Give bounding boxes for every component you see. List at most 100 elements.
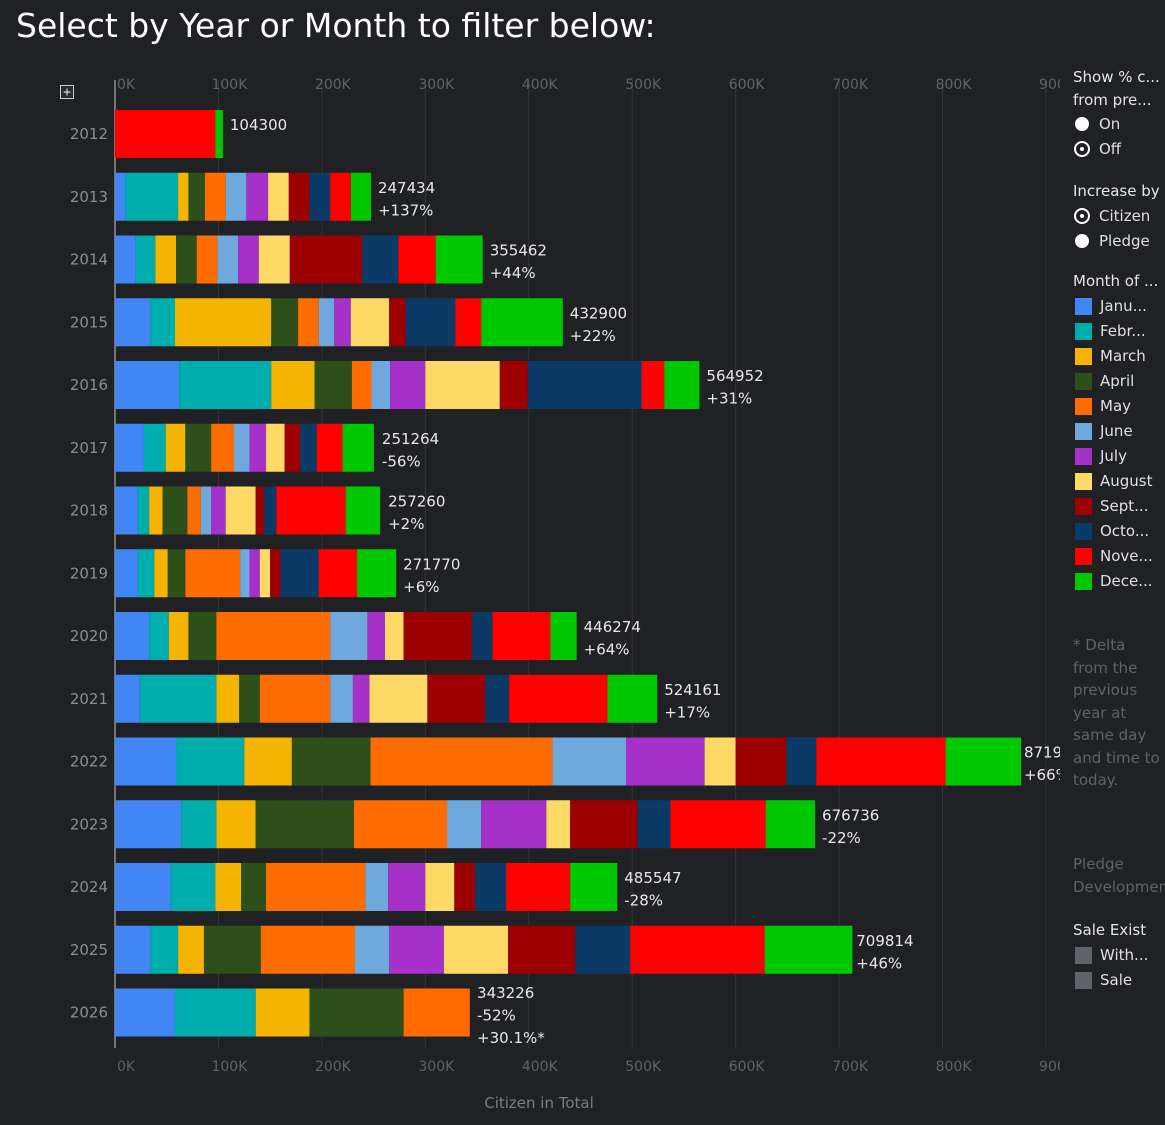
bar-segment[interactable] — [389, 298, 406, 347]
year-label[interactable]: 2016 — [70, 376, 108, 394]
bar-segment[interactable] — [216, 612, 331, 660]
year-label[interactable]: 2012 — [70, 125, 108, 143]
bar-segment[interactable] — [196, 235, 218, 284]
bar-segment[interactable] — [443, 925, 509, 974]
bar-segment[interactable] — [280, 549, 319, 598]
radio-selected-icon[interactable] — [1076, 143, 1088, 155]
bar-segment[interactable] — [353, 800, 448, 849]
bar-segment[interactable] — [115, 235, 136, 284]
bar-segment[interactable] — [139, 674, 217, 723]
year-label[interactable]: 2015 — [70, 313, 108, 331]
sale-exist-item[interactable]: With... — [1075, 943, 1148, 967]
bar-segment[interactable] — [499, 361, 528, 409]
radio-unselected-icon[interactable] — [1075, 234, 1089, 248]
bar-segment[interactable] — [155, 235, 177, 284]
year-label[interactable]: 2023 — [70, 815, 108, 833]
sale-exist-item[interactable]: Sale — [1075, 968, 1132, 992]
bar-segment[interactable] — [137, 549, 155, 598]
bar-segment[interactable] — [447, 800, 482, 849]
bar-segment[interactable] — [481, 298, 563, 347]
bar-segment[interactable] — [570, 800, 638, 849]
month-legend-item[interactable]: Dece... — [1075, 569, 1153, 593]
bar-segment[interactable] — [704, 737, 736, 786]
bar-segment[interactable] — [288, 172, 310, 221]
bar-segment[interactable] — [318, 549, 358, 598]
month-legend-item[interactable]: April — [1075, 369, 1134, 393]
bar-segment[interactable] — [115, 549, 138, 598]
bar-segment[interactable] — [271, 361, 315, 409]
bar-segment[interactable] — [670, 800, 766, 849]
bar-segment[interactable] — [149, 486, 163, 535]
month-legend-item[interactable]: Janu... — [1075, 294, 1147, 318]
bar-segment[interactable] — [200, 486, 212, 535]
bar-segment[interactable] — [249, 423, 267, 472]
bar-segment[interactable] — [474, 863, 507, 911]
bar-segment[interactable] — [455, 298, 482, 347]
bar-segment[interactable] — [352, 674, 370, 723]
year-label[interactable]: 2020 — [70, 627, 108, 645]
bar-segment[interactable] — [550, 612, 577, 660]
year-label[interactable]: 2024 — [70, 878, 108, 896]
bar-segment[interactable] — [150, 925, 179, 974]
bar-segment[interactable] — [384, 612, 404, 660]
bar-segment[interactable] — [215, 863, 242, 911]
bar-segment[interactable] — [249, 549, 260, 598]
show-pct-option-off[interactable]: Off — [1075, 137, 1121, 161]
bar-segment[interactable] — [255, 800, 354, 849]
bar-segment[interactable] — [427, 674, 486, 723]
bar-segment[interactable] — [246, 172, 269, 221]
bar-segment[interactable] — [178, 925, 204, 974]
bar-segment[interactable] — [185, 549, 241, 598]
bar-segment[interactable] — [816, 737, 946, 786]
bar-segment[interactable] — [284, 423, 301, 472]
month-legend-item[interactable]: July — [1075, 444, 1127, 468]
bar-segment[interactable] — [289, 235, 363, 284]
bar-segment[interactable] — [115, 737, 177, 786]
bar-segment[interactable] — [168, 612, 189, 660]
bar-segment[interactable] — [143, 423, 166, 472]
bar-segment[interactable] — [330, 612, 368, 660]
bar-segment[interactable] — [211, 423, 234, 472]
bar-segment[interactable] — [268, 172, 289, 221]
bar-segment[interactable] — [244, 737, 292, 786]
bar-segment[interactable] — [115, 800, 182, 849]
bar-segment[interactable] — [266, 863, 366, 911]
bar-segment[interactable] — [570, 863, 618, 911]
month-legend-item[interactable]: Febr... — [1075, 319, 1146, 343]
month-legend-item[interactable]: May — [1075, 394, 1131, 418]
increase-by-option-pledge[interactable]: Pledge — [1075, 229, 1150, 253]
bar-segment[interactable] — [276, 486, 346, 535]
bar-segment[interactable] — [405, 298, 456, 347]
year-label[interactable]: 2018 — [70, 502, 108, 520]
bar-segment[interactable] — [334, 298, 351, 347]
bar-segment[interactable] — [403, 988, 470, 1037]
bar-segment[interactable] — [259, 549, 271, 598]
bar-segment[interactable] — [176, 235, 197, 284]
month-legend-item[interactable]: Octo... — [1075, 519, 1149, 543]
bar-segment[interactable] — [485, 674, 510, 723]
bar-segment[interactable] — [115, 172, 126, 221]
year-label[interactable]: 2019 — [70, 564, 108, 582]
bar-segment[interactable] — [370, 737, 553, 786]
bar-segment[interactable] — [174, 298, 272, 347]
bar-segment[interactable] — [945, 737, 1022, 786]
bar-segment[interactable] — [357, 549, 397, 598]
bar-segment[interactable] — [115, 110, 216, 158]
bar-segment[interactable] — [115, 988, 175, 1037]
bar-segment[interactable] — [362, 235, 399, 284]
bar-segment[interactable] — [492, 612, 551, 660]
bar-segment[interactable] — [626, 737, 705, 786]
bar-segment[interactable] — [241, 863, 267, 911]
bar-segment[interactable] — [389, 925, 444, 974]
bar-segment[interactable] — [259, 674, 331, 723]
bar-segment[interactable] — [786, 737, 817, 786]
year-labels[interactable]: 2012 2013 2014 2015 2016 2017 2018 2019 2020 2021… — [70, 125, 108, 1022]
bar-segment[interactable] — [350, 298, 390, 347]
bar-segment[interactable] — [369, 674, 428, 723]
bar-segment[interactable] — [607, 674, 658, 723]
bar-segment[interactable] — [575, 925, 631, 974]
bar-segment[interactable] — [137, 486, 150, 535]
bar-segment[interactable] — [115, 298, 151, 347]
bar-segment[interactable] — [185, 423, 212, 472]
